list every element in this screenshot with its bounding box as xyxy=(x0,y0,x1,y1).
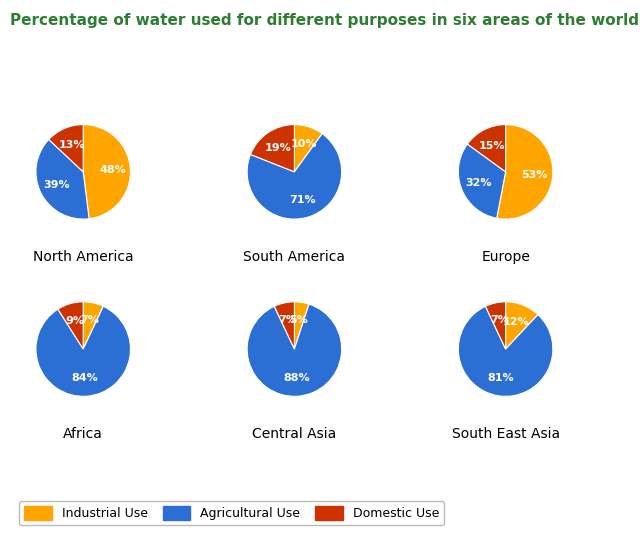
Text: 15%: 15% xyxy=(479,141,506,151)
Text: 5%: 5% xyxy=(290,315,308,325)
Wedge shape xyxy=(458,306,553,396)
Wedge shape xyxy=(294,125,322,172)
Text: 7%: 7% xyxy=(490,315,509,325)
Wedge shape xyxy=(58,302,83,349)
Wedge shape xyxy=(83,302,103,349)
Text: 9%: 9% xyxy=(65,316,84,326)
Text: 7%: 7% xyxy=(278,315,298,325)
Text: 12%: 12% xyxy=(503,317,530,327)
Wedge shape xyxy=(36,306,131,396)
Text: 81%: 81% xyxy=(488,373,515,383)
Wedge shape xyxy=(247,304,342,396)
Text: 84%: 84% xyxy=(72,373,99,383)
Text: 19%: 19% xyxy=(264,143,291,153)
Wedge shape xyxy=(250,125,294,172)
Legend: Industrial Use, Agricultural Use, Domestic Use: Industrial Use, Agricultural Use, Domest… xyxy=(19,501,444,525)
Text: North America: North America xyxy=(33,250,134,264)
Wedge shape xyxy=(247,134,342,219)
Text: Percentage of water used for different purposes in six areas of the world.: Percentage of water used for different p… xyxy=(10,13,640,28)
Wedge shape xyxy=(506,302,538,349)
Text: Africa: Africa xyxy=(63,427,103,441)
Text: 88%: 88% xyxy=(283,373,310,383)
Text: South America: South America xyxy=(243,250,346,264)
Wedge shape xyxy=(497,125,553,219)
Text: 71%: 71% xyxy=(289,195,316,205)
Wedge shape xyxy=(275,302,294,349)
Text: 53%: 53% xyxy=(522,170,548,179)
Wedge shape xyxy=(458,144,506,218)
Wedge shape xyxy=(486,302,506,349)
Wedge shape xyxy=(83,125,131,219)
Text: 10%: 10% xyxy=(290,139,317,149)
Wedge shape xyxy=(36,140,89,219)
Wedge shape xyxy=(49,125,83,172)
Wedge shape xyxy=(467,125,506,172)
Text: Central Asia: Central Asia xyxy=(252,427,337,441)
Text: 32%: 32% xyxy=(465,178,492,187)
Wedge shape xyxy=(294,302,309,349)
Text: 48%: 48% xyxy=(99,165,126,175)
Text: Europe: Europe xyxy=(481,250,530,264)
Text: 7%: 7% xyxy=(80,315,99,325)
Text: 39%: 39% xyxy=(44,180,70,190)
Text: 13%: 13% xyxy=(58,140,85,150)
Text: South East Asia: South East Asia xyxy=(452,427,559,441)
